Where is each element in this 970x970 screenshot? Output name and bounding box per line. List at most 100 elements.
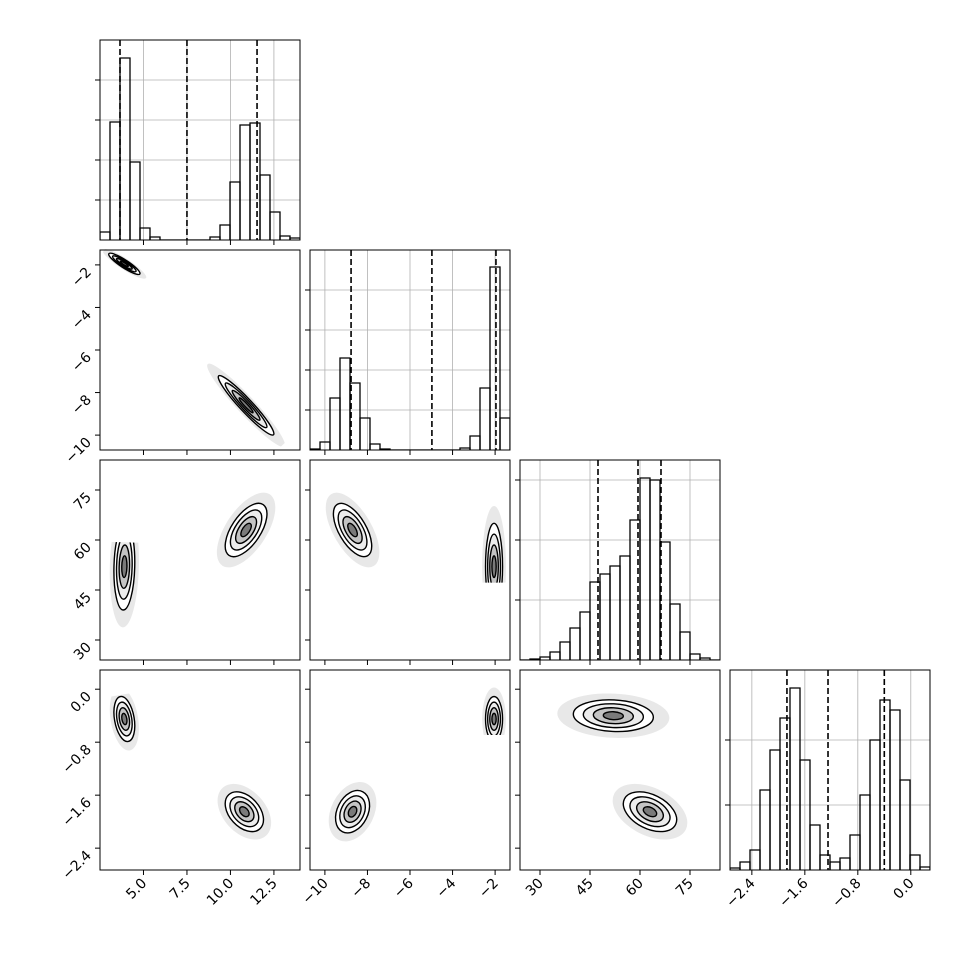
hist-bin [329,397,341,450]
hist-bin [249,122,261,240]
x-tick-label: 75 [673,876,697,900]
hist-bin [359,417,371,450]
hist-bin [489,266,501,450]
panel-frame [99,39,301,241]
density-contour [119,260,129,268]
hist-bin [139,227,151,240]
x-tick-label: 60 [623,876,647,900]
hist-bin [799,759,811,870]
hist-bin [669,603,681,660]
hist-bin [269,211,281,240]
y-tick-label: −1.6 [59,795,94,830]
hist-bin [229,181,241,240]
hist-bin [689,653,701,660]
hist-bin [259,174,271,240]
hist-bin [119,57,131,240]
hist-bin [149,236,161,240]
y-tick-label: −6 [69,349,95,375]
hist-bin [549,651,561,660]
density-contour [602,711,625,721]
panel-frame [729,669,931,871]
hist-bin [499,417,510,450]
x-tick-label: 12.5 [247,876,280,909]
x-tick-label: 7.5 [167,876,194,903]
hist-bin [579,611,591,660]
panel-frame [519,669,721,871]
density-contour [240,522,253,538]
hist-bin [129,161,141,240]
x-tick-label: 0.0 [891,876,918,903]
panel-frame [99,669,301,871]
x-tick-label: −4 [433,875,459,901]
hist-bin [100,231,111,240]
x-tick-label: 45 [573,876,597,900]
hist-bin [649,479,661,660]
density-contour [238,397,254,414]
x-tick-label: 5.0 [123,876,150,903]
hist-bin [769,749,781,870]
y-tick-label: −10 [63,435,95,467]
hist-bin [279,235,291,240]
hist-bin [909,854,921,870]
hist-bin [619,555,631,660]
hist-bin [779,717,791,870]
panel-frame [99,459,301,661]
y-tick-label: −4 [69,307,95,333]
x-tick-label: 10.0 [204,876,237,909]
x-tick-label: −2 [476,876,502,902]
y-tick-label: −8 [69,392,95,418]
hist-bin [659,541,671,660]
y-tick-label: −2 [69,264,95,290]
hist-bin [639,477,651,660]
x-tick-label: −0.8 [829,876,864,911]
density-contour [347,522,359,538]
hist-bin [859,794,871,870]
y-tick-label: 0.0 [68,689,95,716]
density-contour [491,712,497,726]
hist-bin [349,382,361,450]
hist-bin [809,824,821,870]
x-tick-label: −1.6 [776,875,811,910]
hist-bin [589,581,601,660]
x-tick-label: −6 [391,875,417,901]
y-tick-label: −2.4 [59,848,94,883]
hist-bin [699,657,711,660]
hist-bin [109,121,121,240]
density-contour [121,712,128,726]
x-tick-label: −10 [300,876,332,908]
hist-bin [899,779,911,870]
y-tick-label: 30 [71,640,95,664]
hist-bin [479,387,491,450]
hist-bin [339,357,351,450]
hist-bin [569,627,581,660]
panel-frame [309,459,511,661]
hist-bin [239,124,251,240]
density-contour [642,806,658,818]
hist-bin [469,435,481,450]
x-tick-label: 30 [523,876,547,900]
panel-frame [519,459,721,661]
hist-bin [919,866,930,870]
y-tick-label: 60 [71,540,95,564]
hist-bin [559,641,571,660]
hist-bin [679,631,691,660]
hist-bin [889,709,901,870]
hist-bin [789,687,801,870]
hist-bin [849,834,861,870]
x-tick-label: −2.4 [723,875,758,910]
x-tick-label: −8 [348,876,374,902]
density-contour [238,806,250,818]
density-contour [121,555,128,579]
density-contour [491,555,497,579]
y-tick-label: 75 [71,490,95,514]
y-tick-label: 45 [71,590,95,614]
density-contour [347,805,358,818]
hist-bin [219,224,231,240]
y-tick-label: −0.8 [59,742,94,777]
hist-bin [839,857,851,870]
hist-bin [759,789,771,870]
hist-bin [609,565,621,660]
hist-bin [739,861,751,870]
hist-bin [599,573,611,660]
